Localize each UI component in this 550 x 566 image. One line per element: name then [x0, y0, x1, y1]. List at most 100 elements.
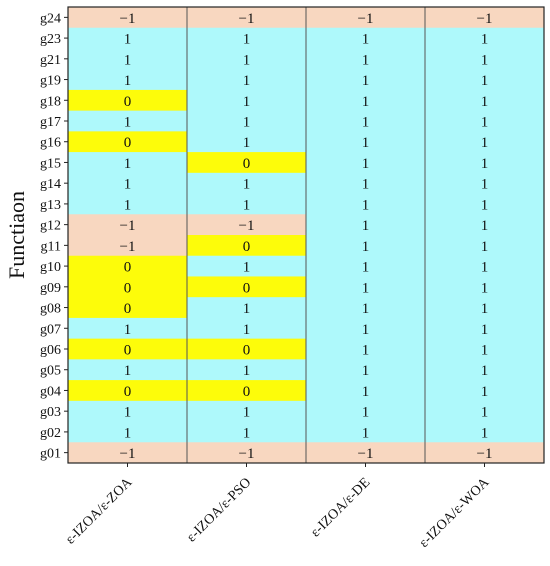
cell-value-g15-col4: 1	[481, 156, 489, 172]
heatmap-cell-g04-col1	[68, 380, 188, 402]
heatmap-cell-g15-col4	[425, 152, 545, 174]
heatmap-cell-g14-col3	[306, 172, 426, 195]
heatmap-cell-g14-col2	[187, 172, 307, 195]
cell-value-g21-col1: 1	[124, 52, 132, 68]
y-tick-label-g11: g11	[41, 239, 61, 254]
heatmap-cell-g17-col2	[187, 110, 307, 132]
cell-value-g02-col1: 1	[124, 425, 132, 441]
heatmap-cell-g16-col1	[68, 131, 188, 153]
heatmap-cell-g14-col4	[425, 172, 545, 195]
cell-value-g19-col1: 1	[124, 73, 132, 89]
heatmap-cell-g15-col3	[306, 152, 426, 174]
cell-value-g02-col4: 1	[481, 425, 489, 441]
heatmap-cell-g09-col1	[68, 276, 188, 298]
heatmap-cell-g17-col4	[425, 110, 545, 132]
heatmap-cell-g19-col4	[425, 69, 545, 91]
cell-value-g01-col4: −1	[477, 446, 493, 462]
heatmap-cell-g11-col2	[187, 235, 307, 257]
heatmap-cell-g09-col3	[306, 276, 426, 298]
heatmap-cell-g11-col1	[68, 235, 188, 257]
y-axis: g24 g23 g21 g19 g18 g17 g16 g15 g14 g13 g12 g11 g10 g…	[40, 11, 68, 462]
heatmap-cell-g01-col4	[425, 442, 545, 464]
cell-value-g23-col4: 1	[481, 32, 489, 48]
cell-value-g14-col2: 1	[243, 177, 251, 193]
y-tick-label-g24: g24	[40, 11, 61, 26]
cell-value-g13-col1: 1	[124, 197, 132, 213]
x-tick-label-col4: ε-IZOA/ε-WOA	[417, 475, 493, 551]
cell-value-g19-col2: 1	[243, 73, 251, 89]
cell-value-g15-col3: 1	[362, 156, 370, 172]
y-axis-label: Functiaon	[4, 191, 29, 279]
cell-value-g03-col3: 1	[362, 405, 370, 421]
cell-value-g11-col3: 1	[362, 239, 370, 255]
heatmap-cell-g16-col2	[187, 131, 307, 153]
cell-value-g03-col4: 1	[481, 405, 489, 421]
cell-value-g07-col4: 1	[481, 322, 489, 338]
heatmap-cell-g05-col4	[425, 359, 545, 381]
heatmap-cell-g08-col4	[425, 297, 545, 319]
cell-value-g08-col3: 1	[362, 301, 370, 317]
heatmap-cell-g10-col2	[187, 255, 307, 277]
cell-value-g16-col1: 0	[124, 135, 132, 151]
y-tick-label-g15: g15	[40, 156, 61, 171]
heatmap-cell-g18-col3	[306, 89, 426, 112]
cell-value-g12-col2: −1	[239, 218, 255, 234]
heatmap-cell-g17-col3	[306, 110, 426, 132]
heatmap-cell-g04-col4	[425, 380, 545, 402]
heatmap-cell-g18-col1	[68, 89, 188, 112]
heatmap-cell-g15-col2	[187, 152, 307, 174]
y-tick-label-g16: g16	[40, 136, 61, 151]
y-tick-label-g07: g07	[40, 322, 61, 337]
cell-value-g14-col4: 1	[481, 177, 489, 193]
heatmap-cell-g08-col2	[187, 297, 307, 319]
y-tick-label-g18: g18	[40, 94, 61, 109]
heatmap-cell-g13-col2	[187, 193, 307, 215]
cell-value-g11-col4: 1	[481, 239, 489, 255]
heatmap-cell-g12-col3	[306, 214, 426, 236]
cell-value-g18-col4: 1	[481, 94, 489, 110]
y-tick-label-g21: g21	[40, 53, 61, 68]
heatmap-cell-g07-col1	[68, 317, 188, 340]
cell-value-g19-col4: 1	[481, 73, 489, 89]
cell-value-g04-col4: 1	[481, 384, 489, 400]
heatmap-cell-g06-col1	[68, 338, 188, 360]
cell-value-g17-col1: 1	[124, 115, 132, 131]
cell-value-g08-col4: 1	[481, 301, 489, 317]
heatmap-cell-g09-col4	[425, 276, 545, 298]
heatmap-cell-g17-col1	[68, 110, 188, 132]
cell-value-g02-col2: 1	[243, 425, 251, 441]
heatmap-cell-g23-col4	[425, 27, 545, 49]
heatmap-cell-g16-col3	[306, 131, 426, 153]
heatmap-cell-g12-col4	[425, 214, 545, 236]
heatmap-cell-g03-col1	[68, 400, 188, 423]
heatmap-cell-g08-col3	[306, 297, 426, 319]
y-tick-label-g17: g17	[40, 115, 61, 130]
cell-value-g06-col1: 0	[124, 343, 132, 359]
heatmap-cell-g04-col3	[306, 380, 426, 402]
x-tick-label-col3: ε-IZOA/ε-DE	[308, 475, 373, 540]
cell-value-g03-col2: 1	[243, 405, 251, 421]
heatmap-cell-g02-col4	[425, 421, 545, 443]
cell-value-g09-col1: 0	[124, 280, 132, 296]
heatmap-cell-g01-col3	[306, 442, 426, 464]
cell-values-layer: −1 −1 −1 −1 1 1 1 1 1 1 1 1 1 1 1 1 0 1 1 1 1 1 1 1 0 1 1 1 1 0 1 1 1 1 1 1…	[120, 11, 493, 462]
cell-value-g09-col3: 1	[362, 280, 370, 296]
cell-value-g16-col3: 1	[362, 135, 370, 151]
cell-value-g24-col3: −1	[358, 11, 374, 27]
cell-value-g14-col1: 1	[124, 177, 132, 193]
cell-value-g10-col1: 0	[124, 260, 132, 276]
cell-value-g21-col3: 1	[362, 52, 370, 68]
cell-value-g24-col1: −1	[120, 11, 136, 27]
heatmap-cell-g21-col2	[187, 48, 307, 70]
cell-value-g18-col2: 1	[243, 94, 251, 110]
cell-value-g05-col3: 1	[362, 363, 370, 379]
y-tick-label-g09: g09	[40, 281, 61, 296]
heatmap-cell-g06-col4	[425, 338, 545, 360]
heatmap-cell-g16-col4	[425, 131, 545, 153]
grid-lines	[67, 6, 545, 464]
cell-value-g18-col1: 0	[124, 94, 132, 110]
y-tick-label-g08: g08	[40, 302, 61, 317]
cell-value-g07-col3: 1	[362, 322, 370, 338]
cell-value-g03-col1: 1	[124, 405, 132, 421]
